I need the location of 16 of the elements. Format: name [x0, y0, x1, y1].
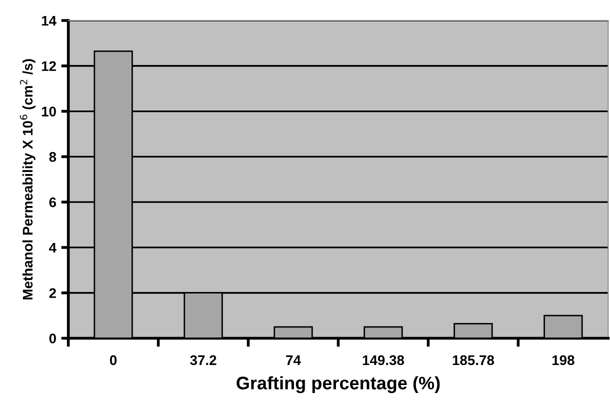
y-tick-label: 10 [42, 106, 56, 116]
x-tick-label: 198 [552, 355, 574, 366]
x-tick-label: 0 [110, 355, 117, 366]
y-tick-label: 8 [49, 152, 56, 162]
y-tick-label: 12 [42, 61, 56, 71]
y-tick-label: 4 [49, 242, 56, 252]
x-axis-title: Grafting percentage (%) [236, 376, 440, 394]
x-tick-label: 74 [286, 355, 301, 365]
y-tick-label: 14 [42, 16, 56, 26]
y-axis-title: Methanol Permeability X 10$^{6}$ (cm$^{2}$ /s) [20, 59, 36, 300]
y-tick-label: 2 [49, 288, 56, 298]
x-tick-label: 185.78 [452, 355, 494, 366]
x-tick-label: 149.38 [362, 355, 404, 366]
y-tick-label: 6 [49, 197, 56, 208]
y-tick-label: 0 [49, 334, 56, 344]
x-tick-label: 37.2 [190, 355, 216, 366]
